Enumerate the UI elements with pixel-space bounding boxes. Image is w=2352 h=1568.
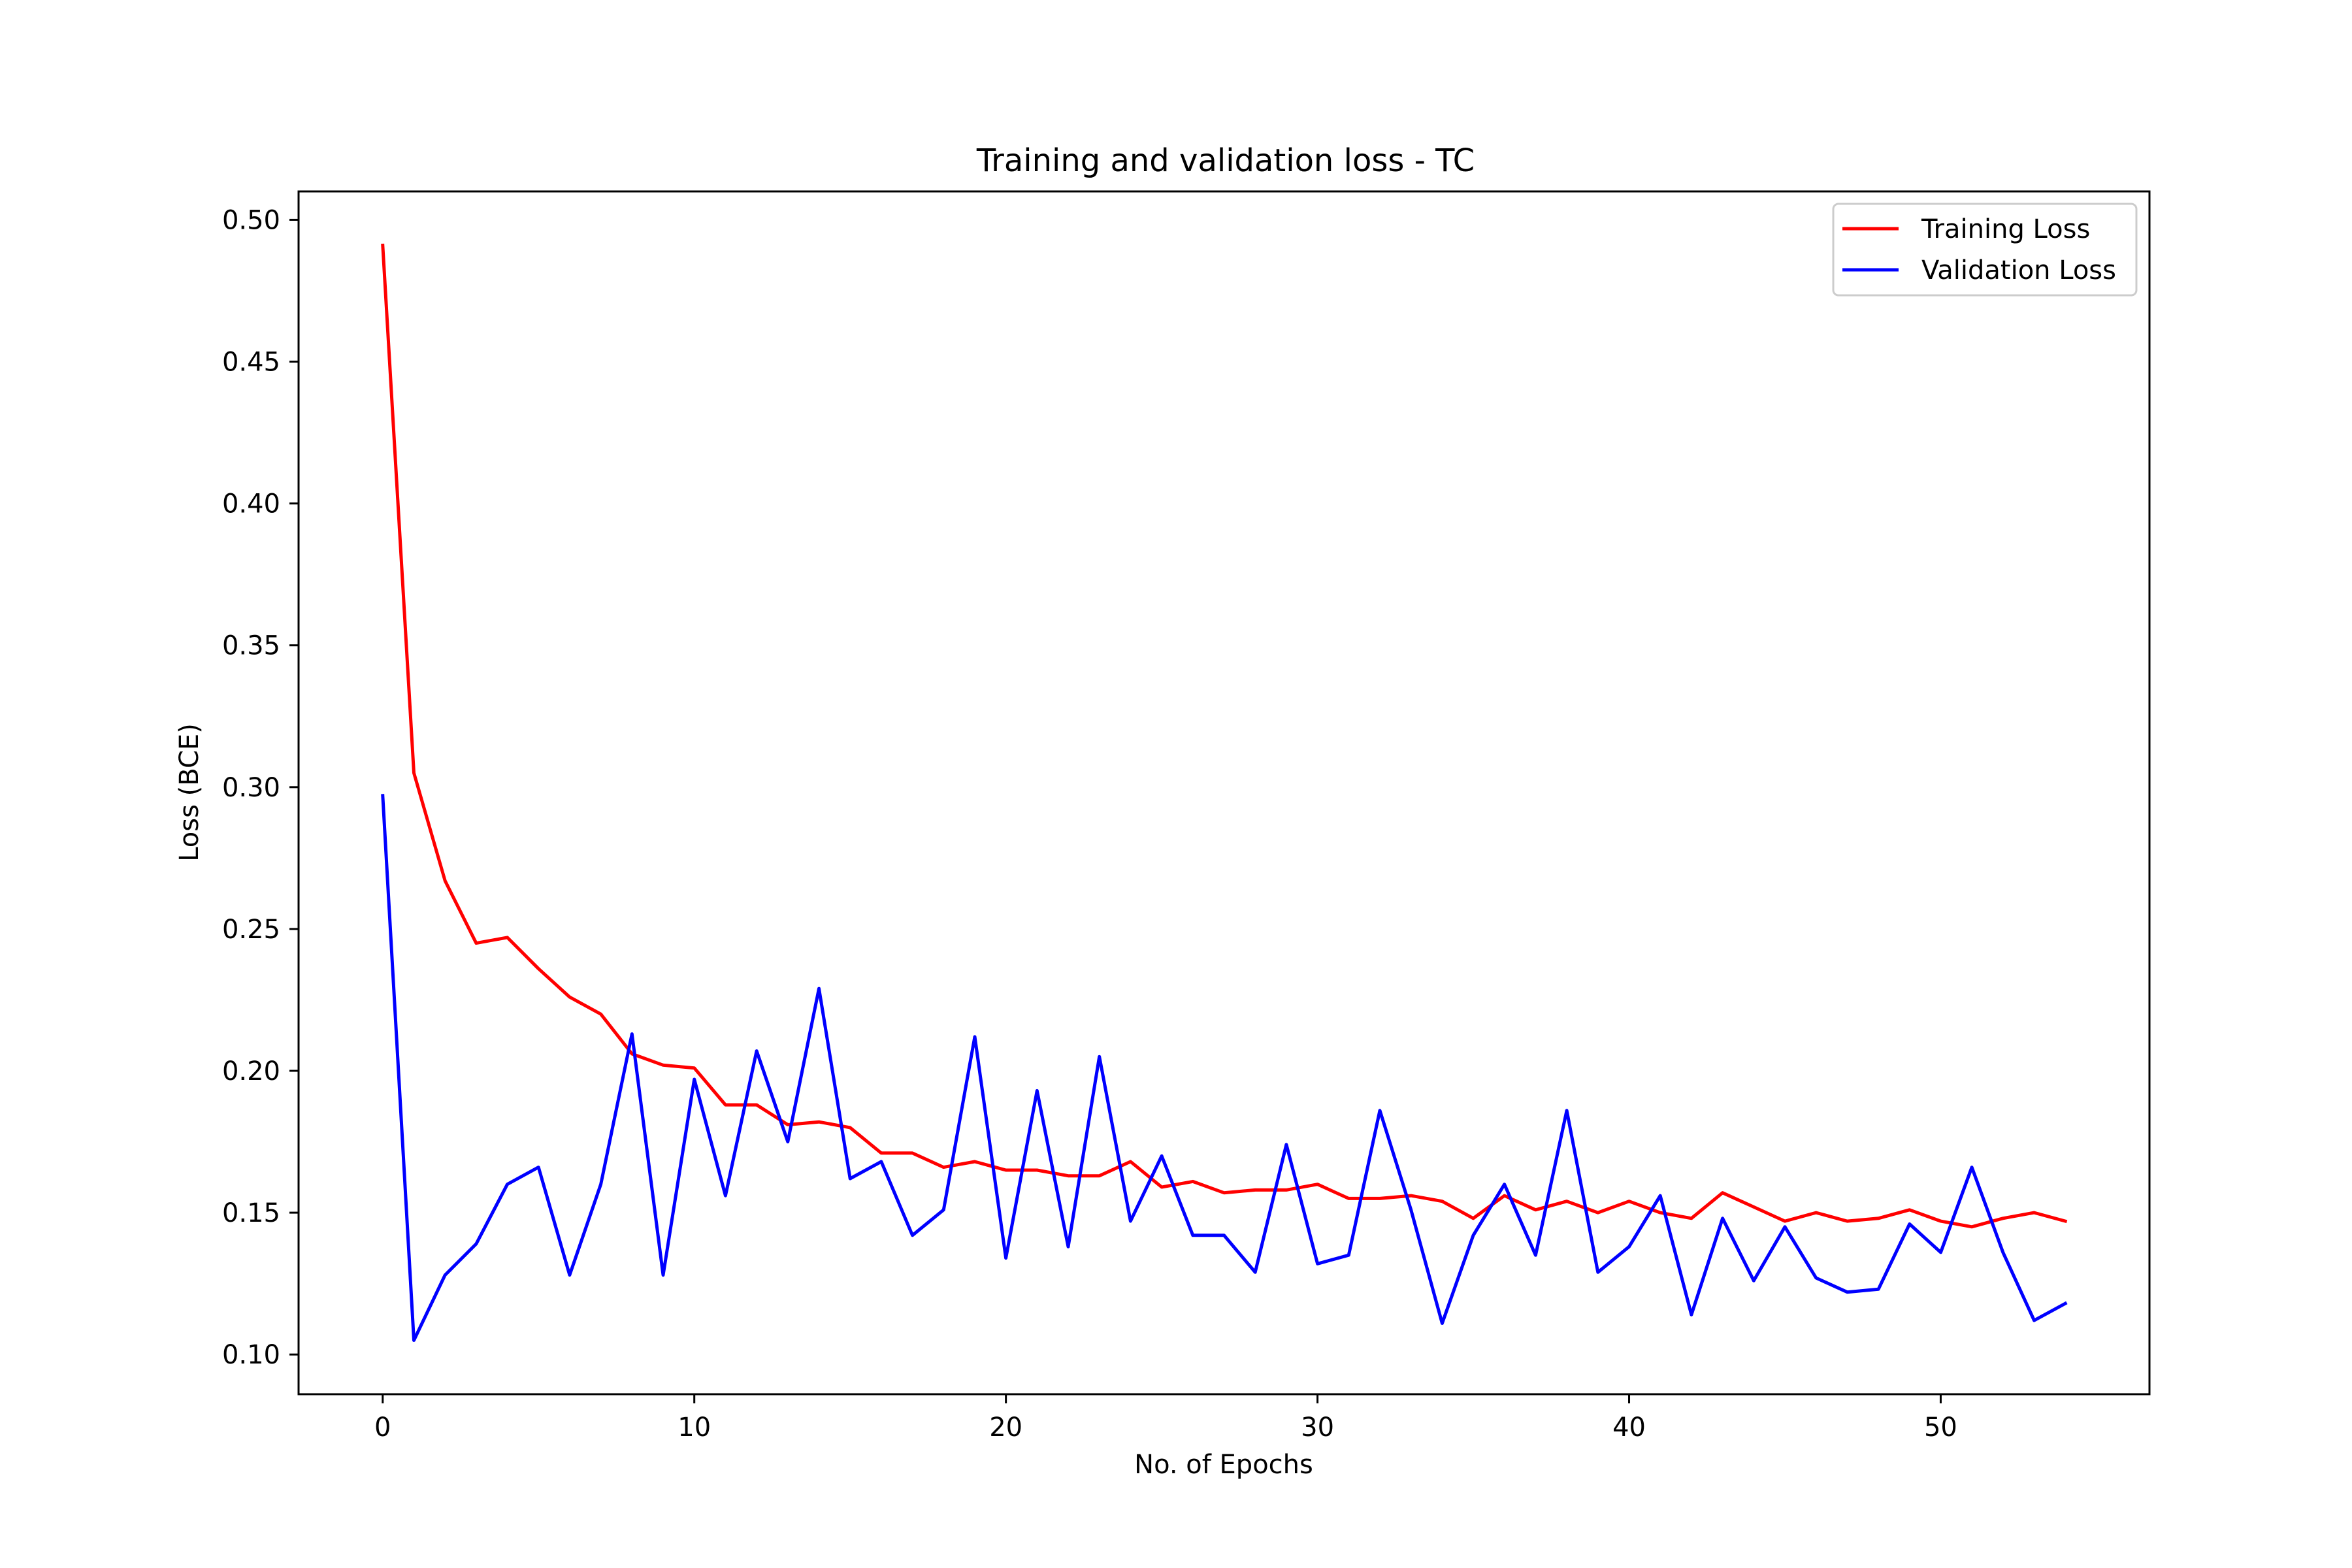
y-tick-label: 0.20 xyxy=(222,1056,280,1086)
data-point-validation-loss xyxy=(1535,1255,1536,1256)
data-point-training-loss xyxy=(1909,1209,1910,1210)
x-tick-label: 50 xyxy=(1924,1413,1957,1443)
data-point-validation-loss xyxy=(1348,1255,1349,1256)
x-tick-label: 10 xyxy=(678,1413,711,1443)
data-point-training-loss xyxy=(1535,1209,1536,1210)
data-point-validation-loss xyxy=(787,1141,788,1142)
y-tick-label: 0.10 xyxy=(222,1340,280,1370)
data-point-training-loss xyxy=(912,1152,913,1153)
series-layer xyxy=(381,243,2068,1342)
y-tick-label: 0.40 xyxy=(222,489,280,519)
x-tick-label: 20 xyxy=(989,1413,1022,1443)
data-point-training-loss xyxy=(1005,1170,1006,1171)
chart-title: Training and validation loss - TC xyxy=(976,142,1475,179)
y-axis: 0.10 0.15 0.20 0.25 0.30 0.35 0.40 0.45 0.50 xyxy=(222,205,299,1370)
data-point-validation-loss xyxy=(1785,1226,1786,1227)
data-point-training-loss xyxy=(787,1124,788,1125)
y-axis-label: Loss (BCE) xyxy=(174,723,204,862)
data-point-validation-loss xyxy=(1442,1323,1443,1324)
data-point-training-loss xyxy=(1068,1175,1069,1176)
legend-label-validation-loss: Validation Loss xyxy=(1921,255,2116,286)
data-point-training-loss xyxy=(1847,1221,1848,1222)
data-point-training-loss xyxy=(663,1065,664,1066)
y-tick-label: 0.15 xyxy=(222,1198,280,1228)
data-point-training-loss xyxy=(1785,1221,1786,1222)
x-axis: 0 10 20 30 40 50 xyxy=(374,1394,1957,1443)
data-point-validation-loss xyxy=(1130,1221,1131,1222)
legend: Training Loss Validation Loss xyxy=(1832,203,2138,297)
data-point-validation-loss xyxy=(2065,1303,2066,1304)
x-tick-label: 30 xyxy=(1301,1413,1334,1443)
x-axis-label: No. of Epochs xyxy=(1134,1450,1313,1480)
data-point-training-loss xyxy=(600,1014,601,1015)
data-point-training-loss xyxy=(569,997,570,998)
data-point-training-loss xyxy=(850,1127,851,1128)
data-point-validation-loss xyxy=(538,1167,539,1168)
x-tick-label: 40 xyxy=(1612,1413,1646,1443)
data-point-validation-loss xyxy=(382,795,383,796)
y-tick-label: 0.30 xyxy=(222,773,280,803)
data-point-validation-loss xyxy=(943,1209,944,1210)
y-tick-label: 0.25 xyxy=(222,915,280,945)
data-point-training-loss xyxy=(382,245,383,246)
data-point-validation-loss xyxy=(1878,1289,1879,1290)
data-point-validation-loss xyxy=(1255,1272,1256,1273)
y-tick-label: 0.45 xyxy=(222,348,280,378)
data-point-training-loss xyxy=(1940,1221,1941,1222)
data-point-training-loss xyxy=(507,937,508,938)
data-point-training-loss xyxy=(1192,1181,1193,1182)
data-point-training-loss xyxy=(1348,1198,1349,1199)
y-tick-label: 0.50 xyxy=(222,205,280,235)
plot-area-frame xyxy=(297,190,2151,1396)
x-tick-label: 0 xyxy=(374,1413,391,1443)
data-point-training-loss xyxy=(943,1167,944,1168)
data-point-training-loss xyxy=(538,968,539,969)
data-point-training-loss xyxy=(1722,1192,1723,1193)
y-tick-label: 0.35 xyxy=(222,631,280,661)
data-point-validation-loss xyxy=(1597,1272,1598,1273)
series-line-training-loss xyxy=(381,243,2068,1229)
series-line-validation-loss xyxy=(381,794,2068,1342)
legend-box xyxy=(1832,203,2138,297)
data-point-training-loss xyxy=(1099,1175,1100,1176)
data-point-training-loss xyxy=(2065,1221,2066,1222)
data-point-validation-loss xyxy=(1099,1056,1100,1057)
legend-label-training-loss: Training Loss xyxy=(1921,214,2090,244)
